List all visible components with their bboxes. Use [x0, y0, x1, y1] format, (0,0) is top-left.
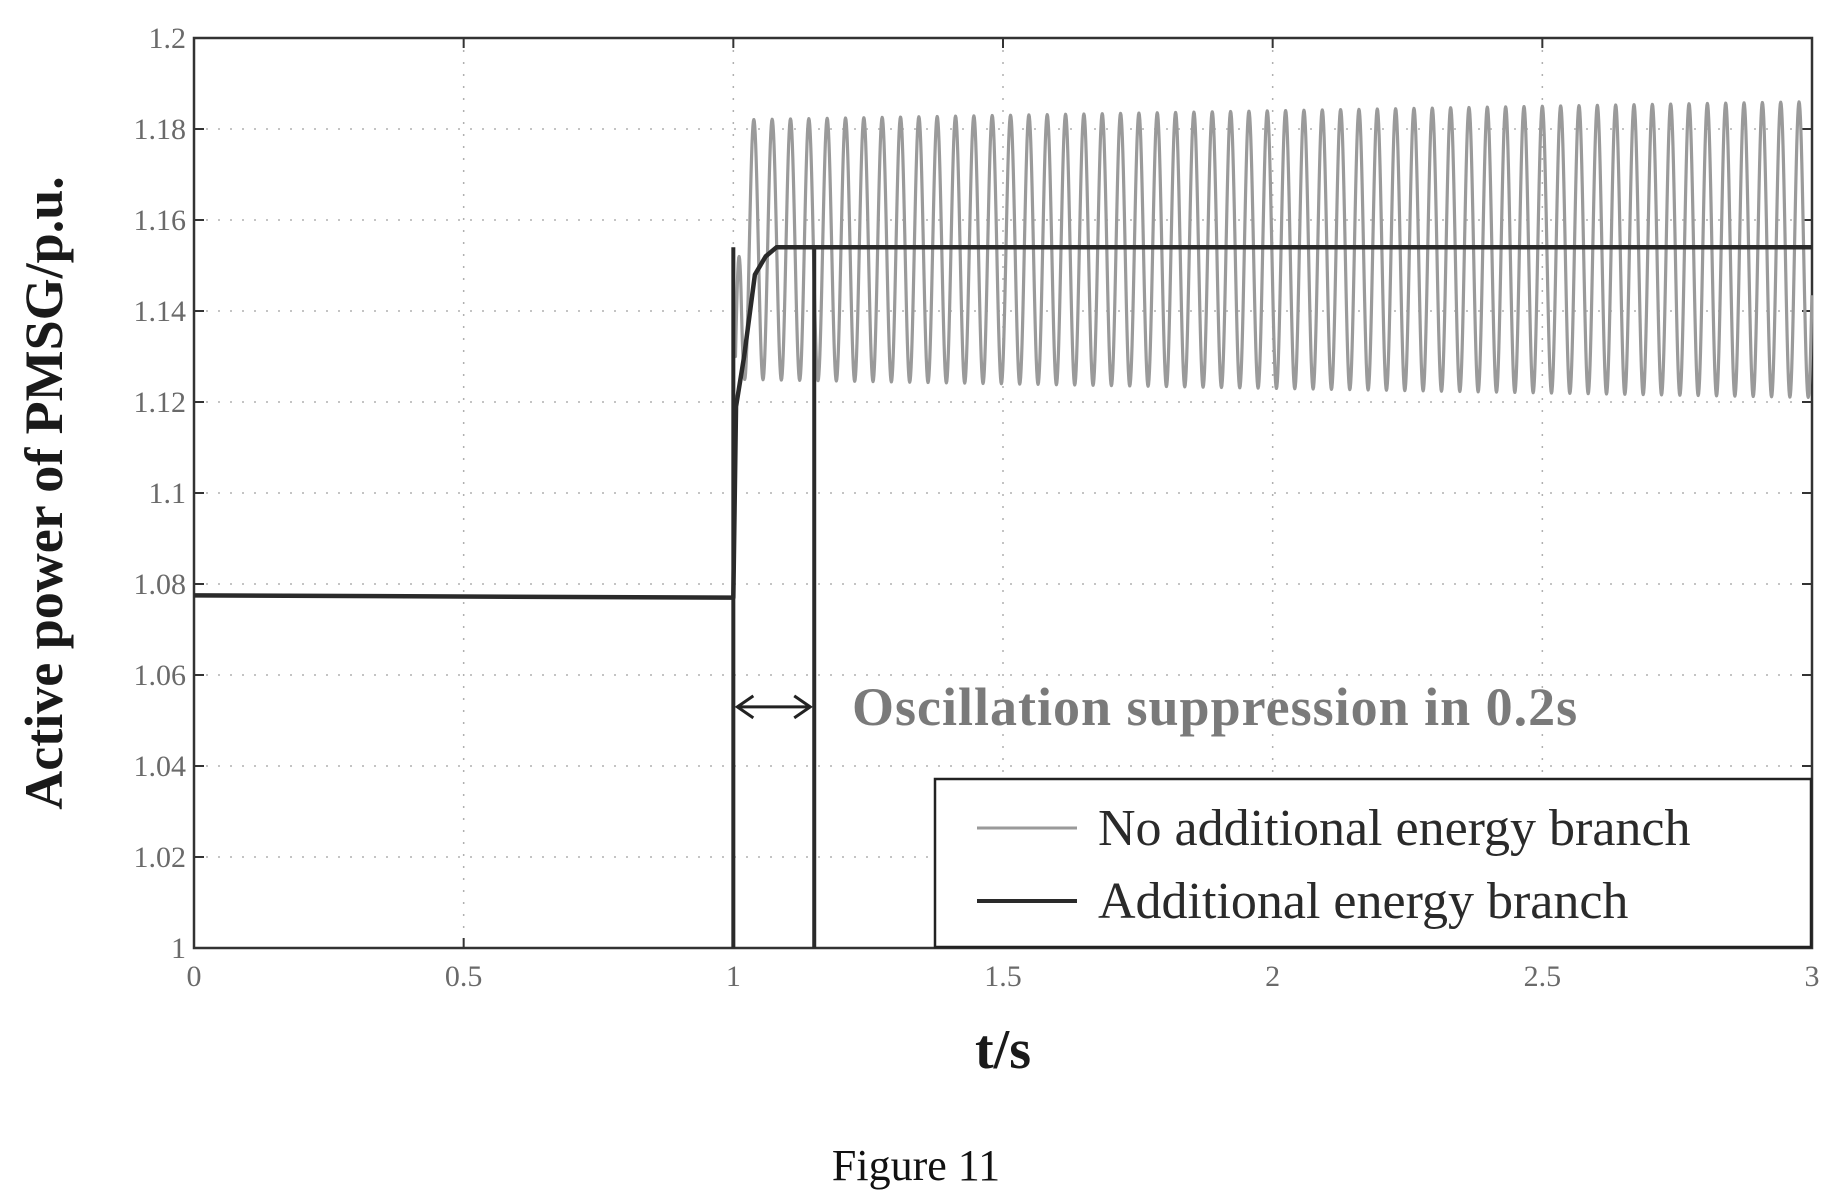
y-tick-label: 1.02 — [134, 841, 187, 874]
y-tick-label: 1.08 — [134, 568, 187, 601]
legend: No additional energy branch Additional e… — [933, 777, 1813, 949]
x-tick-label: 2 — [1265, 960, 1280, 993]
x-tick-label: 0 — [187, 960, 202, 993]
y-tick-label: 1.06 — [134, 659, 187, 692]
y-tick-label: 1.12 — [134, 386, 187, 419]
x-tick-label: 0.5 — [445, 960, 483, 993]
marker-arrow-head-left — [734, 694, 755, 720]
annotation-oscillation-suppression: Oscillation suppression in 0.2s — [852, 677, 1578, 737]
y-tick-label: 1.1 — [149, 477, 187, 510]
x-tick-label: 1 — [726, 960, 741, 993]
y-tick-label: 1.04 — [134, 750, 187, 783]
markers-layer — [731, 247, 817, 948]
y-tick-label: 1.18 — [134, 113, 187, 146]
x-tick-label: 1.5 — [984, 960, 1022, 993]
series-line-no-branch — [193, 100, 1814, 600]
legend-label-no-branch: No additional energy branch — [1098, 800, 1691, 857]
y-tick-label: 1.16 — [134, 204, 187, 237]
x-axis-label: t/s — [975, 1019, 1031, 1081]
y-tick-label: 1 — [171, 932, 186, 965]
x-tick-label: 2.5 — [1524, 960, 1562, 993]
legend-label-branch: Additional energy branch — [1098, 873, 1628, 930]
x-axis-ticks: 0 0.5 1 1.5 2 2.5 3 — [187, 38, 1820, 993]
y-tick-label: 1.14 — [134, 295, 187, 328]
marker-arrow-head-right — [793, 694, 813, 720]
legend-box — [933, 777, 1813, 949]
x-tick-label: 3 — [1805, 960, 1820, 993]
y-axis-label: Active power of PMSG/p.u. — [14, 176, 74, 809]
y-axis-ticks: 1 1.02 1.04 1.06 1.08 1.1 1.12 1.14 1.16 1.18 1.2 — [134, 22, 1812, 965]
y-tick-label: 1.2 — [149, 22, 187, 55]
figure-caption: Figure 11 — [832, 1141, 1000, 1190]
